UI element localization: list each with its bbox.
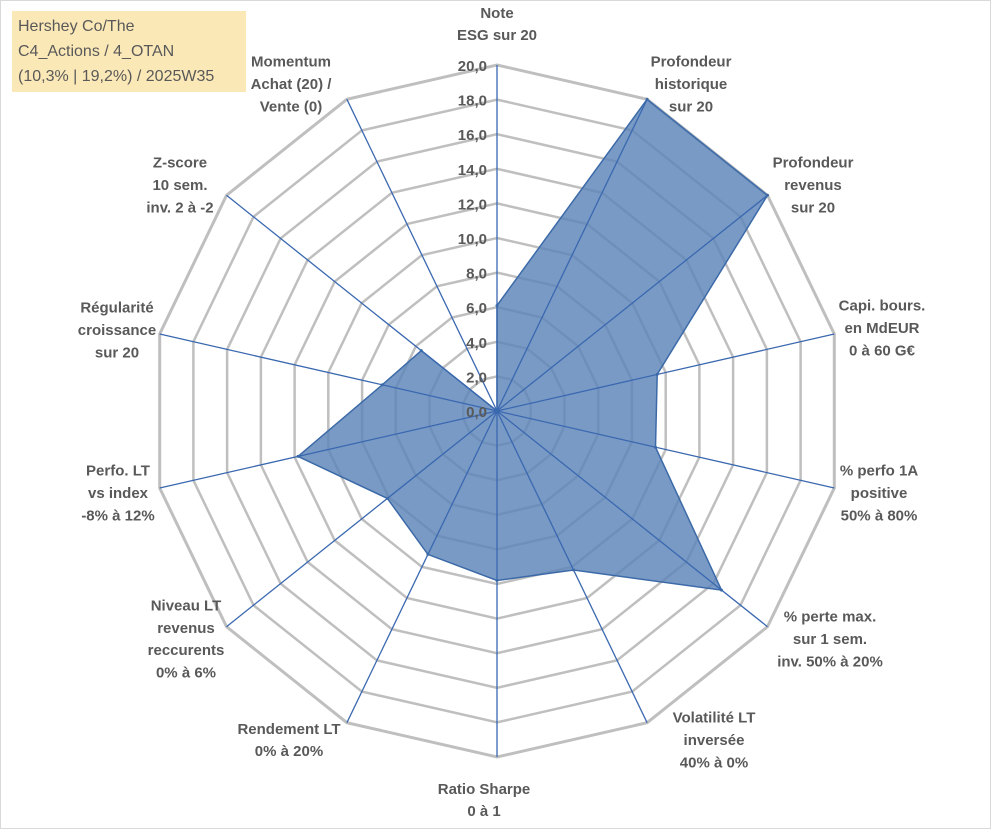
axis-label-4-line-0: % perfo 1A [840,463,919,480]
axis-label-1-line-1: historique [655,76,728,93]
tick-label-8: 16,0 [458,127,487,144]
data-point-1 [645,97,649,101]
spoke-2 [496,194,768,412]
series-area [296,98,769,592]
axis-label-8-line-1: 0% à 20% [255,743,323,760]
title-line-category: C4_Actions / 4_OTAN [18,43,175,60]
axis-label-9-line-3: 0% à 6% [156,664,216,681]
data-point-13 [495,409,499,413]
data-point-0 [495,304,499,307]
spoke-4 [496,410,835,489]
axis-label-3-line-0: Capi. bours. [839,298,926,315]
spoke-11 [159,333,498,412]
axis-label-2-line-0: Profondeur [773,155,854,172]
spoke-3 [496,333,835,412]
axis-label-10-line-2: -8% à 12% [81,507,154,524]
axis-label-11-line-0: Régularité [80,300,153,317]
chart-title-box: Hershey Co/The C4_Actions / 4_OTAN (10,3… [12,11,246,92]
axis-label-7-line-1: 0 à 1 [467,803,500,820]
axis-label-12-line-1: 10 sem. [152,177,207,194]
axis-label-12-line-0: Z-score [153,155,207,172]
tick-label-10: 20,0 [458,58,487,75]
data-point-6 [572,568,576,572]
title-line-company: Hershey Co/The [18,18,135,35]
spoke-1 [496,99,648,412]
axis-label-9-line-0: Niveau LT [151,598,222,615]
data-point-8 [426,552,430,556]
axis-label-10-line-1: vs index [88,485,149,502]
axis-label-5-line-1: sur 1 sem. [793,631,867,648]
axis-label-8-line-0: Rendement LT [237,721,340,738]
spoke-12 [226,194,498,412]
tick-label-9: 18,0 [458,93,487,110]
data-point-3 [655,372,659,376]
axis-label-9-line-2: reccurents [148,642,225,659]
axis-label-7-line-0: Ratio Sharpe [438,781,531,798]
spoke-8 [346,410,498,723]
axis-label-11-line-2: sur 20 [95,344,139,361]
axis-label-13-line-0: Momentum [251,54,331,71]
spoke-9 [226,410,498,628]
spoke-10 [159,410,498,489]
axis-label-11-line-1: croissance [78,322,156,339]
data-point-5 [720,588,723,592]
axis-label-13-line-2: Vente (0) [260,98,323,115]
spoke-6 [496,410,648,723]
data-point-12 [419,349,423,353]
data-point-9 [385,496,389,500]
data-point-4 [654,445,657,449]
axis-label-5-line-0: % perte max. [784,609,877,626]
tick-label-1: 2,0 [466,369,487,386]
axis-label-9-line-1: revenus [157,620,215,637]
axis-label-12-line-2: inv. 2 à -2 [146,199,213,216]
tick-label-6: 12,0 [458,196,487,213]
tick-label-7: 14,0 [458,162,487,179]
data-point-2 [766,193,769,197]
tick-label-4: 8,0 [466,266,487,283]
axis-label-1-line-2: sur 20 [669,98,713,115]
axis-label-13-line-1: Achat (20) / [251,76,333,93]
axis-label-0-line-0: Note [480,5,513,22]
tick-label-0: 0,0 [466,404,487,421]
spoke-13 [346,99,498,412]
tick-label-3: 6,0 [466,300,487,317]
axis-label-5-line-2: inv. 50% à 20% [777,653,883,670]
axis-label-4-line-2: 50% à 80% [841,507,918,524]
axis-label-2-line-2: sur 20 [791,199,835,216]
axis-label-2-line-1: revenus [784,177,842,194]
axis-label-1-line-0: Profondeur [651,54,732,71]
data-point-10 [296,454,300,458]
axis-label-6-line-2: 40% à 0% [680,754,748,771]
tick-label-5: 10,0 [458,231,487,248]
tick-label-2: 4,0 [466,335,487,352]
axis-label-3-line-2: 0 à 60 G€ [849,342,916,359]
axis-label-3-line-1: en MdEUR [845,320,920,337]
data-point-7 [495,579,499,582]
axis-label-4-line-1: positive [851,485,908,502]
axis-label-10-line-0: Perfo. LT [86,463,150,480]
axis-label-6-line-1: inversée [684,732,745,749]
data-point-11 [380,383,384,387]
axis-label-6-line-0: Volatilité LT [673,710,756,727]
title-line-stats: (10,3% | 19,2%) / 2025W35 [18,68,215,85]
axis-label-0-line-1: ESG sur 20 [457,27,537,44]
